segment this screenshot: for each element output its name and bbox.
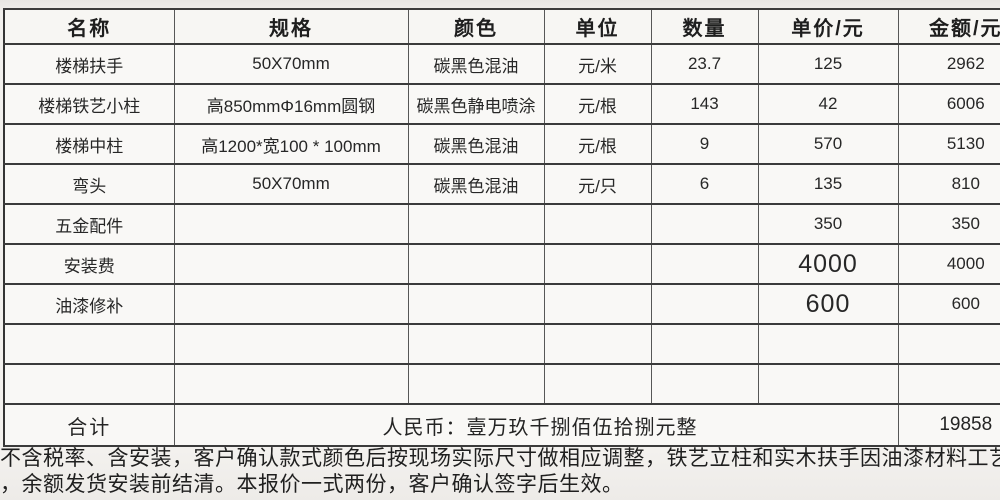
cell-name: 五金配件 [3,203,175,245]
cell-amount: 5130 [897,123,1000,165]
cell-color: 碳黑色混油 [407,163,545,205]
cell-qty [650,243,759,285]
total-amount-value: 19858 [897,403,1000,447]
column-header: 金额/元 [897,8,1000,45]
cell-amount: 2962 [897,43,1000,85]
table-row: 楼梯铁艺小柱 高850mmΦ16mm圆钢 碳黑色静电喷涂 元/根 143 42 6006 [3,83,1000,125]
cell-name: 油漆修补 [3,283,175,325]
cell-qty: 23.7 [650,43,759,85]
cell-spec [173,363,409,405]
table-row [3,323,1000,365]
column-header: 单位 [543,8,652,45]
cell-unit [543,203,652,245]
cell-color [407,203,545,245]
cell-unit [543,363,652,405]
cell-unit: 元/根 [543,123,652,165]
table-row: 弯头 50X70mm 碳黑色混油 元/只 6 135 810 [3,163,1000,205]
cell-qty [650,323,759,365]
cell-unit [543,243,652,285]
cell-name: 安装费 [3,243,175,285]
table-row: 楼梯中柱 高1200*宽100 * 100mm 碳黑色混油 元/根 9 570 5130 [3,123,1000,165]
cell-spec [173,283,409,325]
cell-qty [650,363,759,405]
column-header: 颜色 [407,8,545,45]
column-header: 数量 [650,8,759,45]
cell-price: 570 [757,123,899,165]
cell-color: 碳黑色混油 [407,43,545,85]
cell-unit: 元/只 [543,163,652,205]
table-row: 安装费 4000 4000 [3,243,1000,285]
column-header: 名称 [3,8,175,45]
cell-color [407,363,545,405]
cell-name [3,323,175,365]
cell-qty: 143 [650,83,759,125]
cell-spec [173,323,409,365]
cell-qty: 9 [650,123,759,165]
table-row: 楼梯扶手 50X70mm 碳黑色混油 元/米 23.7 125 2962 [3,43,1000,85]
cell-name: 楼梯铁艺小柱 [3,83,175,125]
cell-spec: 高1200*宽100 * 100mm [173,123,409,165]
cell-spec: 50X70mm [173,163,409,205]
cell-price: 125 [757,43,899,85]
cell-unit [543,283,652,325]
table-row: 五金配件 350 350 [3,203,1000,245]
cell-amount: 810 [897,163,1000,205]
header-row: 名称 规格 颜色 单位 数量 单价/元 金额/元 [3,8,1000,45]
column-header: 单价/元 [757,8,899,45]
cell-color: 碳黑色静电喷涂 [407,83,545,125]
quotation-table: 名称 规格 颜色 单位 数量 单价/元 金额/元 楼梯扶手 50X70mm 碳黑色混油 元/米 23… [3,8,1000,447]
cell-amount: 6006 [897,83,1000,125]
cell-amount: 350 [897,203,1000,245]
cell-price: 4000 [757,243,899,285]
cell-amount: 4000 [897,243,1000,285]
cell-amount: 600 [897,283,1000,325]
cell-amount [897,323,1000,365]
total-label: 合计 [3,403,175,447]
cell-price: 600 [757,283,899,325]
cell-qty [650,203,759,245]
total-row: 合计 人民币：壹万玖千捌佰伍拾捌元整 19858 [3,403,1000,447]
total-amount-words: 人民币：壹万玖千捌佰伍拾捌元整 [173,403,899,447]
cell-color [407,243,545,285]
cell-unit [543,323,652,365]
cell-color [407,323,545,365]
table-row [3,363,1000,405]
cell-color [407,283,545,325]
cell-unit: 元/米 [543,43,652,85]
terms-note: 不含税率、含安装，客户确认款式颜色后按现场实际尺寸做相应调整，铁艺立柱和实木扶手… [0,446,1000,498]
table-body: 楼梯扶手 50X70mm 碳黑色混油 元/米 23.7 125 2962 楼梯铁艺小柱 高850… [3,43,1000,405]
cell-price: 42 [757,83,899,125]
cell-price [757,363,899,405]
cell-name: 弯头 [3,163,175,205]
cell-spec: 高850mmΦ16mm圆钢 [173,83,409,125]
cell-name [3,363,175,405]
cell-name: 楼梯扶手 [3,43,175,85]
table-row: 油漆修补 600 600 [3,283,1000,325]
terms-line-1: 不含税率、含安装，客户确认款式颜色后按现场实际尺寸做相应调整，铁艺立柱和实木扶手… [0,447,1000,470]
cell-unit: 元/根 [543,83,652,125]
cell-price: 350 [757,203,899,245]
cell-spec: 50X70mm [173,43,409,85]
cell-qty [650,283,759,325]
cell-amount [897,363,1000,405]
column-header: 规格 [173,8,409,45]
cell-color: 碳黑色混油 [407,123,545,165]
cell-name: 楼梯中柱 [3,123,175,165]
cell-price: 135 [757,163,899,205]
cell-qty: 6 [650,163,759,205]
cell-price [757,323,899,365]
cell-spec [173,203,409,245]
cell-spec [173,243,409,285]
terms-line-2: ，余额发货安装前结清。本报价一式两份，客户确认签字后生效。 [0,473,624,496]
